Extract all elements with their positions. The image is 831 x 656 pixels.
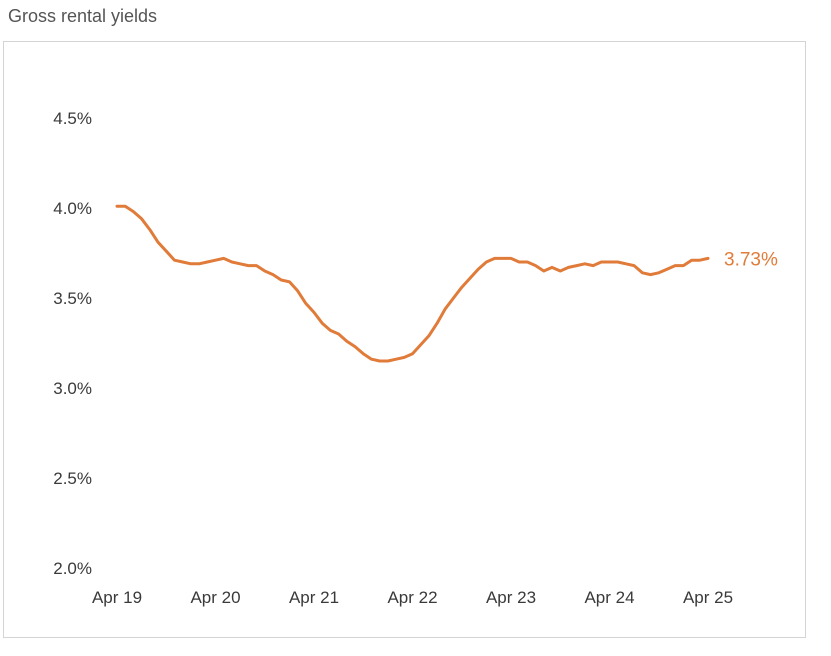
- x-tick-label: Apr 20: [190, 588, 240, 607]
- chart-title: Gross rental yields: [8, 6, 158, 26]
- x-tick-label: Apr 23: [486, 588, 536, 607]
- x-tick-label: Apr 25: [683, 588, 733, 607]
- y-tick-label: 4.5%: [53, 109, 92, 128]
- end-value-label: 3.73%: [724, 249, 778, 270]
- y-tick-label: 2.0%: [53, 559, 92, 578]
- x-tick-label: Apr 19: [92, 588, 142, 607]
- x-tick-label: Apr 22: [387, 588, 437, 607]
- x-tick-label: Apr 24: [584, 588, 634, 607]
- y-tick-label: 3.0%: [53, 379, 92, 398]
- y-tick-label: 4.0%: [53, 199, 92, 218]
- x-tick-label: Apr 21: [289, 588, 339, 607]
- series-line: [115, 204, 710, 363]
- y-tick-label: 2.5%: [53, 469, 92, 488]
- chart-frame: [3, 41, 806, 638]
- y-tick-label: 3.5%: [53, 289, 92, 308]
- x-axis-ticks: Apr 19 Apr 20 Apr 21 Apr 22 Apr 23 Apr 24 Apr …: [92, 588, 733, 607]
- y-axis-ticks: 2.0% 2.5% 3.0% 3.5% 4.0% 4.5%: [53, 109, 92, 578]
